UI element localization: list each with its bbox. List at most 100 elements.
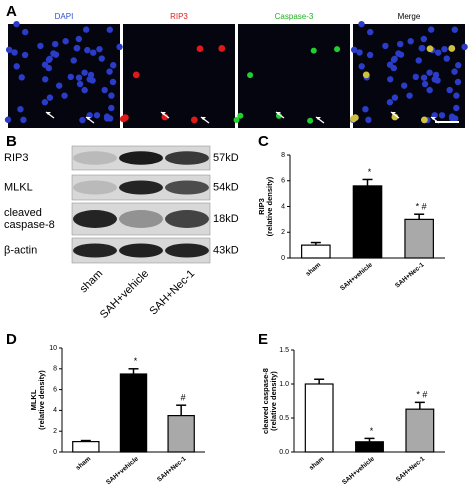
cell (275, 112, 282, 119)
cell (407, 38, 414, 45)
cell (61, 92, 68, 99)
arrow-head (316, 117, 321, 120)
cell (62, 38, 69, 45)
panel-label: D (6, 331, 17, 348)
cell (196, 45, 204, 53)
blot-band (165, 180, 209, 195)
cell (400, 82, 408, 89)
cell (73, 44, 81, 52)
cell (387, 76, 394, 83)
y-tick-label: 1.5 (279, 347, 289, 354)
blot-band (73, 243, 117, 258)
cell (84, 46, 91, 54)
cell (435, 49, 442, 56)
cell (190, 116, 198, 124)
cell (4, 116, 12, 123)
blot-band (119, 210, 163, 228)
cell (89, 77, 96, 84)
band-name: β-actin (4, 244, 37, 256)
channel-title: RIP3 (170, 12, 188, 21)
cell (110, 62, 117, 69)
y-axis-label: MLKL (29, 389, 38, 410)
cell (21, 51, 29, 59)
cell (90, 49, 97, 56)
y-tick-label: 0.5 (279, 415, 289, 422)
x-tick-label: SAH+vehicle (105, 455, 140, 486)
cell (453, 104, 460, 112)
cell (434, 77, 441, 84)
cell (397, 40, 404, 48)
bar (119, 373, 148, 453)
cell (366, 51, 374, 59)
cell (362, 105, 369, 113)
arrow-head (276, 112, 281, 115)
cell (426, 69, 433, 76)
cell (367, 28, 374, 36)
cell (438, 112, 446, 119)
arrow-head (161, 112, 166, 115)
cell (116, 43, 123, 51)
cell (421, 80, 429, 88)
cell (67, 73, 74, 81)
micrograph (123, 24, 235, 128)
cell (358, 63, 365, 70)
cell (334, 46, 341, 53)
band-name: MLKL (4, 181, 33, 193)
blot-band (73, 180, 117, 195)
blot-band (165, 151, 209, 165)
cell (18, 74, 25, 81)
cell (108, 92, 115, 99)
y-tick-label: 6 (281, 178, 285, 185)
cell (79, 116, 86, 124)
bar (352, 185, 383, 259)
x-tick-label: SAH+Nec-1 (394, 261, 426, 289)
annotation: # (181, 393, 186, 403)
cell (41, 99, 49, 106)
y-axis-label: (relative density) (265, 176, 274, 236)
cell (46, 94, 54, 101)
cell (86, 112, 93, 119)
cell (307, 117, 314, 124)
cell (87, 71, 95, 79)
cell (70, 57, 77, 64)
bar (355, 441, 384, 453)
panel-label: C (258, 133, 269, 150)
cell (13, 63, 20, 70)
cell (75, 35, 83, 43)
cell (50, 50, 57, 57)
bar (404, 218, 434, 259)
cell (45, 56, 53, 63)
y-tick-label: 8 (53, 366, 57, 373)
cell (82, 26, 90, 33)
cell (461, 43, 468, 51)
bar (167, 415, 195, 453)
cell (391, 94, 399, 101)
cell (420, 116, 428, 124)
cell (75, 74, 83, 81)
panel-label: B (6, 133, 17, 150)
y-tick-label: 1.0 (279, 381, 289, 388)
annotation: * # (416, 202, 427, 212)
cell (106, 26, 114, 33)
y-axis-label: (relative density) (37, 370, 46, 430)
cell (412, 73, 419, 81)
bar (72, 441, 100, 453)
channel-title: DAPI (55, 12, 74, 21)
annotation: * (368, 167, 372, 177)
cell (121, 114, 129, 122)
cell (448, 45, 456, 52)
y-tick-label: 0 (53, 449, 57, 456)
channel-title: Merge (398, 12, 421, 21)
cell (420, 35, 428, 43)
blot-band (119, 151, 163, 165)
x-tick-label: SAH+vehicle (341, 455, 376, 486)
cell (237, 112, 244, 119)
arrow-head (391, 112, 396, 115)
cell (103, 115, 111, 122)
panel-label: E (258, 331, 268, 348)
blot-band (119, 243, 163, 258)
y-tick-label: 4 (53, 407, 57, 414)
x-tick-label: sham (308, 455, 326, 471)
cell (415, 57, 422, 64)
blot-band (165, 243, 209, 258)
